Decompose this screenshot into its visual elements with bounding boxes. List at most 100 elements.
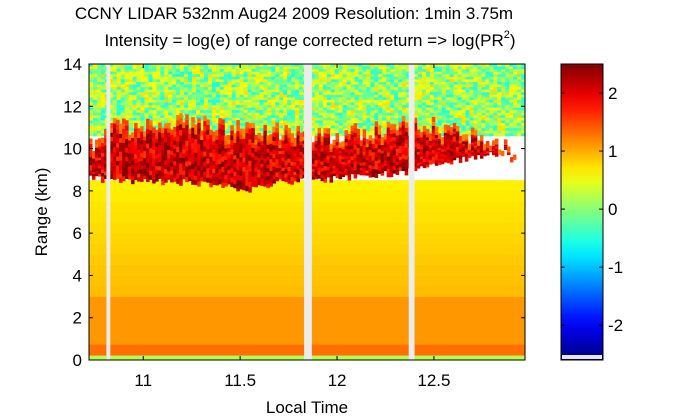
noise-cell [124,64,130,67]
noise-cell [417,64,423,67]
cloud-cell [104,145,108,150]
noise-cell [394,99,399,103]
noise-cell [509,71,514,75]
noise-cell [505,87,510,91]
noise-cell [156,84,161,88]
cloud-cell [371,143,376,147]
noise-cell [227,112,233,116]
cloud-cell [353,128,358,133]
noise-cell [465,120,470,124]
noise-cell [231,123,237,127]
noise-cell [517,94,522,98]
noise-cell [176,81,181,85]
cloud-cell [395,168,400,172]
noise-cell [398,112,403,116]
cloud-cell [158,148,162,154]
noise-cell [394,105,399,109]
noise-cell [310,130,316,134]
noise-cell [417,94,423,98]
noise-cell [116,81,122,85]
noise-cell [160,117,165,121]
cloud-cell [215,156,219,161]
cloud-cell [155,169,159,174]
cloud-cell [110,145,114,150]
noise-cell [172,97,177,101]
noise-cell [112,97,118,101]
noise-cell [168,71,173,75]
cloud-cell [335,164,340,169]
noise-cell [326,99,332,103]
cloud-cell [368,140,373,144]
noise-cell [140,76,145,80]
cloud-cell [140,131,144,137]
cloud-cell [101,169,105,173]
noise-cell [227,120,233,124]
noise-cell [437,120,443,124]
noise-cell [100,69,106,73]
cloud-cell [353,145,358,150]
noise-cell [291,112,296,116]
noise-cell [390,92,395,96]
noise-cell [441,107,447,111]
cloud-cell [419,161,424,164]
noise-cell [370,102,375,106]
cloud-cell [389,161,394,166]
noise-cell [124,84,130,88]
cloud-cell [362,171,367,176]
noise-cell [211,128,217,132]
cloud-cell [146,172,150,178]
cloud-cell [287,162,291,168]
cloud-cell [251,181,255,187]
noise-cell [338,102,344,106]
noise-cell [207,84,213,88]
noise-cell [136,71,141,75]
noise-cell [477,84,482,88]
noise-cell [279,89,284,93]
noise-cell [342,94,348,98]
cloud-cell [440,158,445,161]
cloud-cell [239,147,243,153]
noise-cell [116,69,122,73]
noise-cell [378,81,383,85]
noise-cell [89,76,94,80]
noise-cell [132,87,137,91]
noise-cell [100,76,106,80]
noise-cell [402,99,407,103]
cloud-cell [146,138,150,144]
cloud-cell [98,157,102,161]
cloud-cell [284,130,288,136]
noise-cell [299,115,304,119]
noise-cell [310,97,316,101]
noise-cell [314,74,320,78]
cloud-fringe [98,138,102,144]
noise-cell [358,81,363,85]
noise-cell [437,79,443,83]
noise-cell [255,120,260,124]
cloud-cell [287,137,291,142]
noise-cell [358,92,363,96]
noise-cell [219,92,225,96]
noise-cell [128,123,133,127]
noise-cell [362,92,367,96]
noise-cell [354,112,359,116]
cloud-cell [272,162,276,167]
cloud-cell [278,150,282,154]
noise-cell [96,102,102,106]
cloud-cell [344,171,349,176]
cloud-cell [176,173,180,179]
cloud-cell [461,139,466,142]
cloud-cell [275,167,279,173]
noise-cell [326,97,332,101]
cloud-cell [230,149,234,155]
noise-cell [374,71,379,75]
noise-cell [318,117,324,121]
noise-cell [386,117,391,121]
noise-cell [219,69,225,73]
noise-cell [283,102,288,106]
noise-cell [425,74,431,78]
cloud-cell [494,147,499,149]
noise-cell [326,71,332,75]
noise-cell [414,107,419,111]
noise-cell [112,94,118,98]
cloud-cell [458,150,463,153]
